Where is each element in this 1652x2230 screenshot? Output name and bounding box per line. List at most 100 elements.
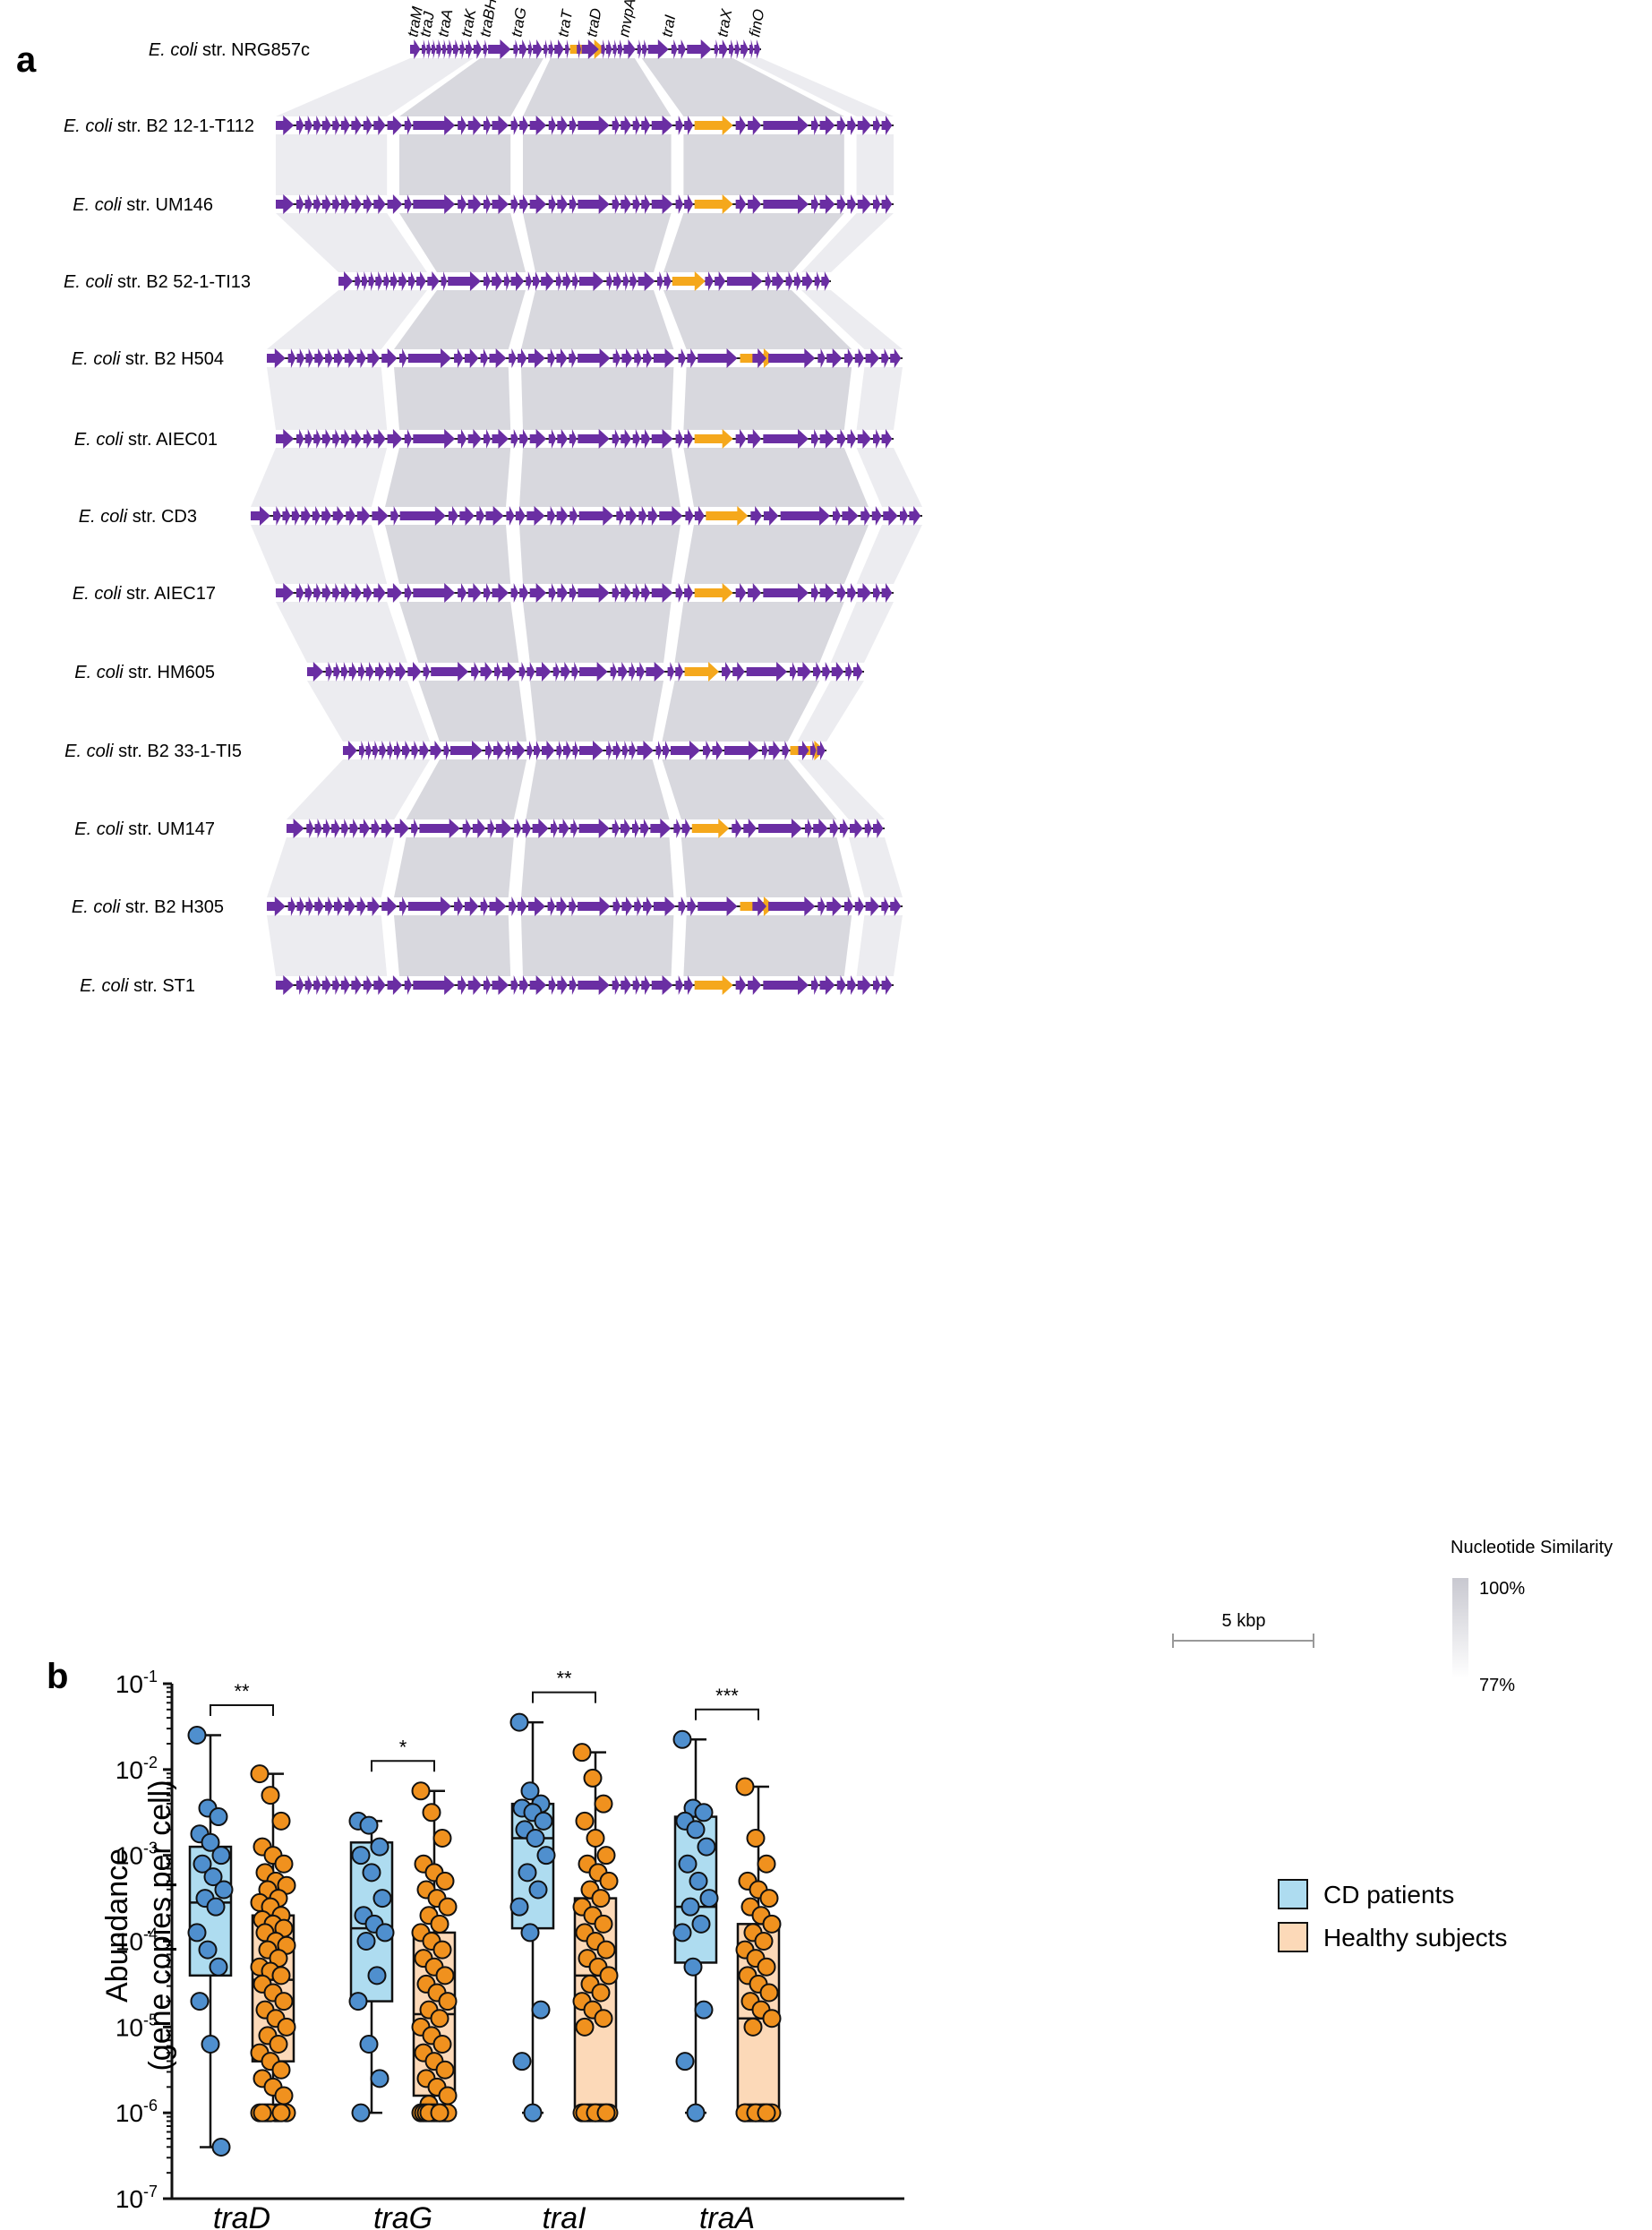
gene-arrow bbox=[416, 271, 426, 291]
gene-arrow bbox=[684, 583, 694, 603]
y-tick-label: 10-3 bbox=[116, 1840, 158, 1870]
gene-arrow bbox=[675, 662, 684, 682]
gene-arrow bbox=[527, 896, 545, 916]
gene-arrow bbox=[612, 896, 621, 916]
similarity-band bbox=[523, 213, 672, 272]
gene-arrow bbox=[577, 39, 581, 59]
gene-arrow bbox=[642, 39, 647, 59]
gene-arrow bbox=[883, 506, 898, 526]
gene-arrow bbox=[492, 194, 509, 214]
gene-arrow bbox=[557, 975, 569, 995]
gene-arrow bbox=[819, 116, 835, 135]
gene-arrow bbox=[634, 896, 642, 916]
similarity-band bbox=[856, 525, 922, 584]
similarity-band bbox=[276, 58, 474, 116]
gene-arrow bbox=[748, 583, 762, 603]
gene-arrow bbox=[407, 271, 415, 291]
gene-arrow bbox=[411, 741, 419, 760]
gene-arrow bbox=[467, 429, 482, 449]
data-point bbox=[520, 1923, 540, 1943]
gene-arrow bbox=[510, 429, 519, 449]
data-point bbox=[432, 2035, 452, 2054]
gene-arrow bbox=[752, 896, 766, 916]
data-point bbox=[370, 2069, 389, 2088]
gene-arrow bbox=[422, 39, 426, 59]
gene-arrow-traD bbox=[694, 194, 733, 214]
gene-arrow bbox=[518, 662, 526, 682]
gene-arrow bbox=[375, 271, 383, 291]
data-point bbox=[435, 1871, 455, 1891]
chart-legend: CD patients Healthy subjects bbox=[1278, 1879, 1507, 1952]
similarity-bands bbox=[251, 58, 922, 976]
gene-arrow bbox=[881, 583, 893, 603]
similarity-band bbox=[856, 367, 903, 430]
gene-arrow bbox=[881, 348, 890, 368]
gene-arrow bbox=[865, 896, 880, 916]
gene-arrow-traD bbox=[694, 975, 733, 995]
gene-arrow bbox=[735, 194, 747, 214]
gene-arrow bbox=[629, 271, 638, 291]
data-point bbox=[209, 1957, 228, 1977]
gene-arrow bbox=[881, 116, 893, 135]
gene-arrow bbox=[413, 583, 456, 603]
gene-arrow bbox=[273, 506, 282, 526]
gene-arrow bbox=[485, 741, 492, 760]
data-point bbox=[675, 2052, 695, 2071]
gene-arrow bbox=[346, 506, 356, 526]
gene-arrow bbox=[793, 271, 801, 291]
gene-arrow bbox=[307, 662, 324, 682]
gene-arrow bbox=[811, 975, 819, 995]
gene-arrow bbox=[287, 348, 296, 368]
gene-arrow bbox=[381, 819, 393, 838]
gene-arrow bbox=[450, 741, 483, 760]
gene-arrow bbox=[452, 39, 459, 59]
gene-arrow bbox=[857, 194, 871, 214]
gene-arrow bbox=[637, 39, 642, 59]
panel-a-label: a bbox=[16, 40, 37, 80]
gene-arrow bbox=[544, 39, 548, 59]
gene-arrow bbox=[548, 39, 554, 59]
gene-arrow bbox=[529, 583, 547, 603]
gene-arrow bbox=[881, 975, 893, 995]
gene-arrow bbox=[431, 662, 469, 682]
gene-arrow bbox=[526, 741, 534, 760]
similarity-band bbox=[856, 448, 922, 507]
data-point bbox=[694, 1803, 714, 1823]
data-point bbox=[411, 1781, 431, 1801]
gene-arrow bbox=[351, 429, 363, 449]
gene-arrow bbox=[471, 662, 480, 682]
gene-arrow bbox=[667, 662, 675, 682]
gene-arrow bbox=[547, 506, 556, 526]
gene-arrow bbox=[632, 583, 641, 603]
data-point bbox=[754, 1932, 774, 1951]
similarity-band bbox=[848, 837, 903, 897]
gene-track bbox=[276, 116, 894, 135]
gene-arrow bbox=[681, 819, 691, 838]
gene-arrow bbox=[561, 662, 570, 682]
gene-arrow bbox=[836, 429, 846, 449]
strain-label: E. coli str. NRG857c bbox=[149, 40, 310, 60]
gene-arrow bbox=[641, 975, 651, 995]
gene-arrow bbox=[671, 741, 700, 760]
data-point bbox=[367, 1966, 387, 1986]
gene-arrow bbox=[340, 583, 350, 603]
gene-arrow bbox=[763, 583, 809, 603]
data-point bbox=[509, 1897, 529, 1917]
gene-arrow bbox=[548, 975, 557, 995]
gene-arrow bbox=[501, 662, 518, 682]
gene-arrow bbox=[621, 116, 632, 135]
strain-label: E. coli str. ST1 bbox=[80, 976, 195, 996]
gene-arrow bbox=[768, 896, 816, 916]
gene-arrow bbox=[643, 348, 653, 368]
gene-arrow bbox=[296, 896, 305, 916]
data-point bbox=[187, 1923, 207, 1943]
gene-arrow bbox=[606, 741, 612, 760]
gene-arrow bbox=[363, 583, 372, 603]
gene-arrow bbox=[526, 662, 535, 682]
data-point bbox=[190, 1992, 210, 2011]
data-point bbox=[672, 1923, 692, 1943]
gene-arrow bbox=[578, 116, 610, 135]
similarity-band bbox=[519, 525, 680, 584]
gene-arrow bbox=[616, 506, 625, 526]
gene-arrow bbox=[506, 506, 515, 526]
